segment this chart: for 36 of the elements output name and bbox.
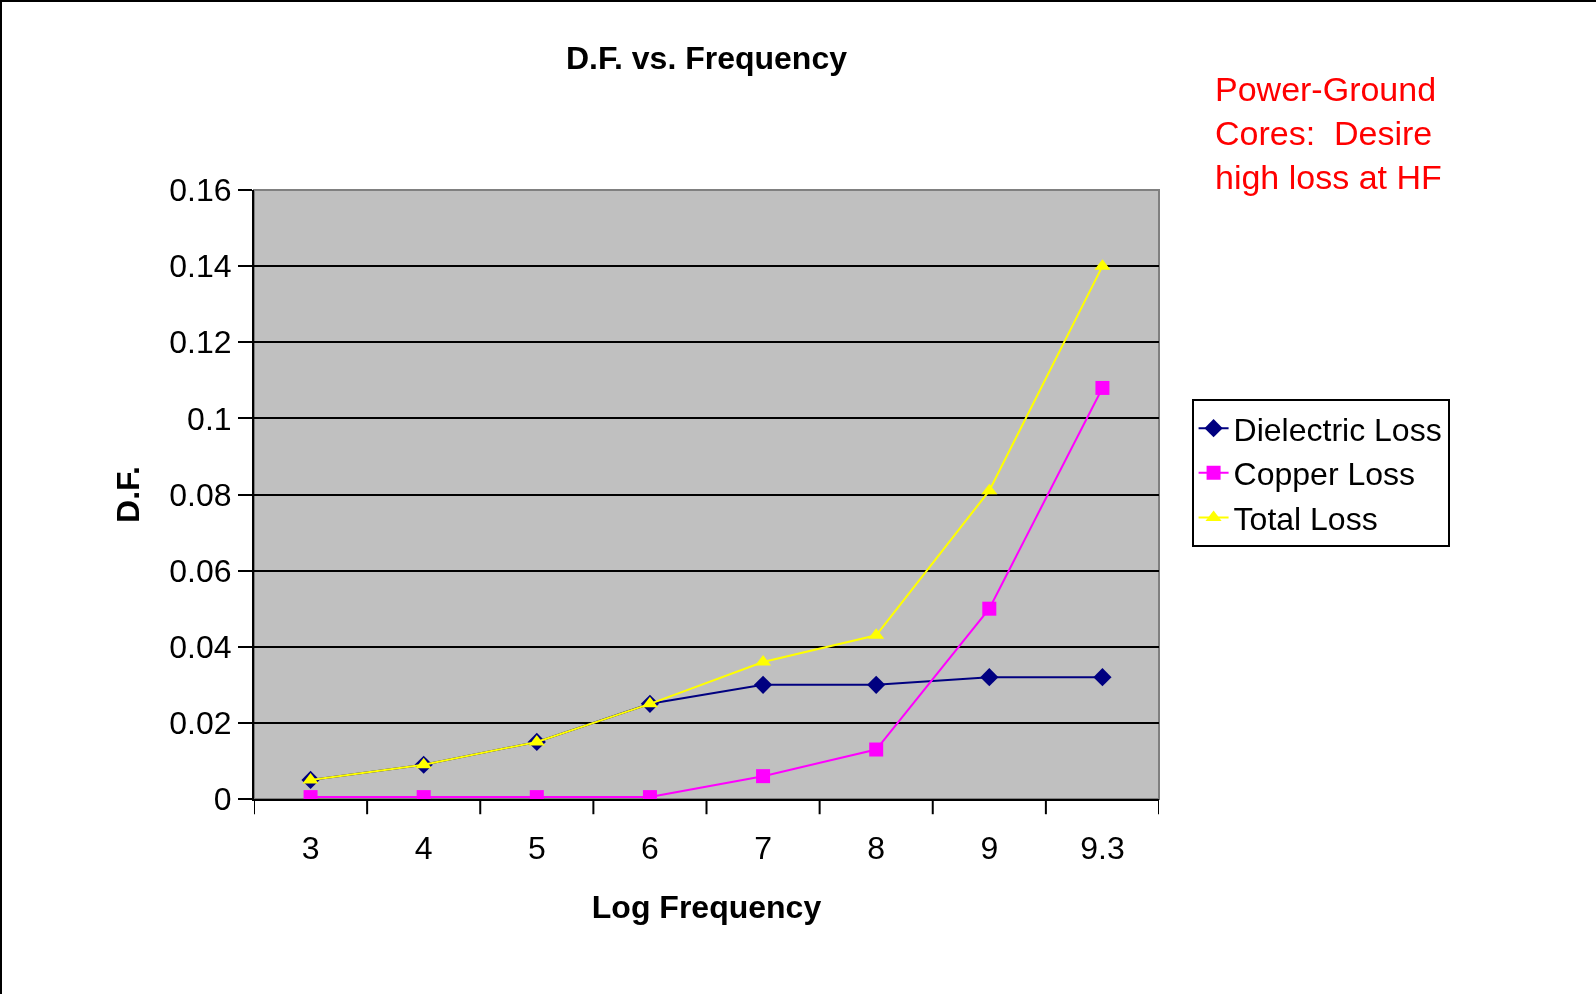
x-tick-label: 8 [867, 830, 886, 867]
legend-label: Total Loss [1233, 500, 1378, 537]
point [753, 675, 773, 694]
x-tick-label: 3 [301, 830, 320, 867]
chart-title: D.F. vs. Frequency [566, 40, 848, 77]
point [756, 769, 771, 784]
point [981, 483, 998, 495]
point [867, 675, 886, 694]
y-tick-label: 0 [213, 781, 232, 818]
x-axis-title: Log Frequency [591, 888, 822, 925]
y-tick-label: 0.02 [169, 705, 232, 742]
point [415, 757, 432, 769]
y-tick-label: 0.1 [187, 400, 232, 437]
y-tick-label: 0.14 [169, 248, 232, 285]
point [1095, 380, 1110, 395]
x-tick-label: 7 [754, 830, 772, 867]
y-tick-label: 0.16 [169, 172, 232, 209]
point [980, 668, 999, 687]
y-axis-title: D.F. [110, 466, 147, 523]
x-tick-label: 9.3 [1080, 830, 1125, 867]
text: Power-Ground Cores: Desire high loss at HF [1215, 70, 1442, 197]
x-tick-label: 4 [414, 830, 433, 867]
y-tick-label: 0.08 [169, 476, 232, 513]
x-tick-label: 9 [980, 830, 999, 867]
y-tick-label: 0.06 [169, 552, 232, 589]
legend-label: Dielectric Loss [1233, 411, 1442, 448]
point [1093, 668, 1112, 687]
point [528, 734, 545, 746]
point [869, 742, 884, 757]
legend-label: Copper Loss [1233, 456, 1416, 493]
x-tick-label: 5 [527, 830, 546, 867]
x-tick-label: 6 [641, 830, 659, 867]
point [982, 601, 997, 616]
point [302, 772, 319, 784]
y-tick-label: 0.12 [169, 324, 232, 361]
y-tick-label: 0.04 [169, 628, 232, 665]
